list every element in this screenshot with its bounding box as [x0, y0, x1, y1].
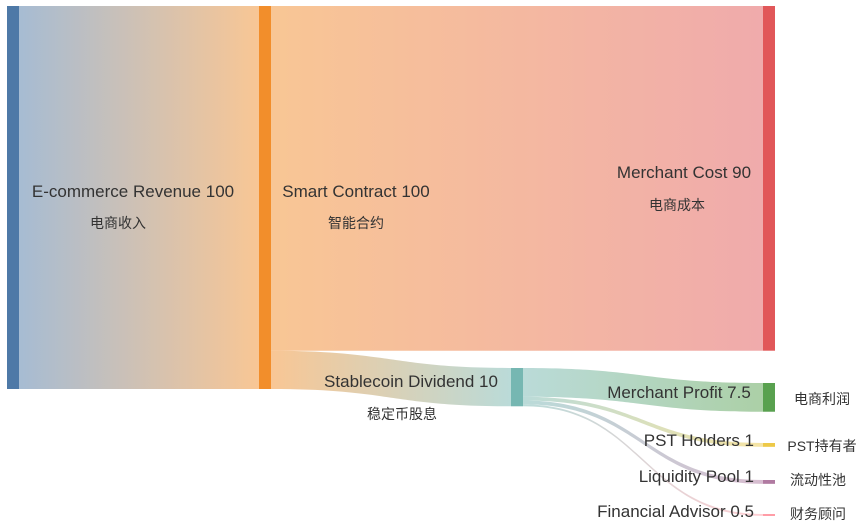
node-label-pst: PST Holders 1	[644, 431, 754, 450]
link-dividend-to-advisor[interactable]	[523, 404, 763, 516]
node-label-cost: Merchant Cost 90	[617, 163, 751, 182]
link-dividend-to-profit[interactable]	[523, 368, 763, 412]
node-label-profit: Merchant Profit 7.5	[607, 383, 751, 402]
node-cost[interactable]	[763, 6, 775, 351]
node-contract[interactable]	[259, 6, 271, 389]
node-label-cn-dividend: 稳定币股息	[367, 406, 437, 422]
node-label-cn-cost: 电商成本	[649, 197, 705, 213]
link-dividend-to-pool[interactable]	[523, 400, 763, 484]
node-label-revenue: E-commerce Revenue 100	[32, 182, 234, 201]
link-contract-to-cost[interactable]	[271, 6, 763, 351]
node-label-pool: Liquidity Pool 1	[639, 467, 754, 486]
node-dividend[interactable]	[511, 368, 523, 407]
node-pst[interactable]	[763, 443, 775, 447]
node-label-advisor: Financial Advisor 0.5	[597, 502, 754, 521]
sankey-nodes	[7, 6, 775, 516]
node-label-cn-contract: 智能合约	[328, 215, 384, 231]
sankey-labels: E-commerce Revenue 100 电商收入 Smart Contract…	[32, 163, 857, 522]
node-label-cn-pool: 流动性池	[790, 472, 846, 488]
node-advisor[interactable]	[763, 514, 775, 516]
node-profit[interactable]	[763, 383, 775, 412]
node-label-cn-advisor: 财务顾问	[790, 506, 846, 522]
link-revenue-to-contract[interactable]	[19, 6, 259, 389]
node-revenue[interactable]	[7, 6, 19, 389]
node-pool[interactable]	[763, 480, 775, 484]
sankey-links	[19, 6, 763, 516]
link-dividend-to-pst[interactable]	[523, 396, 763, 447]
node-label-contract: Smart Contract 100	[282, 182, 429, 201]
node-label-cn-pst: PST持有者	[787, 438, 856, 454]
node-label-cn-revenue: 电商收入	[90, 215, 146, 231]
node-label-dividend: Stablecoin Dividend 10	[324, 372, 498, 391]
link-contract-to-dividend[interactable]	[271, 350, 511, 407]
node-label-cn-profit: 电商利润	[794, 391, 850, 407]
